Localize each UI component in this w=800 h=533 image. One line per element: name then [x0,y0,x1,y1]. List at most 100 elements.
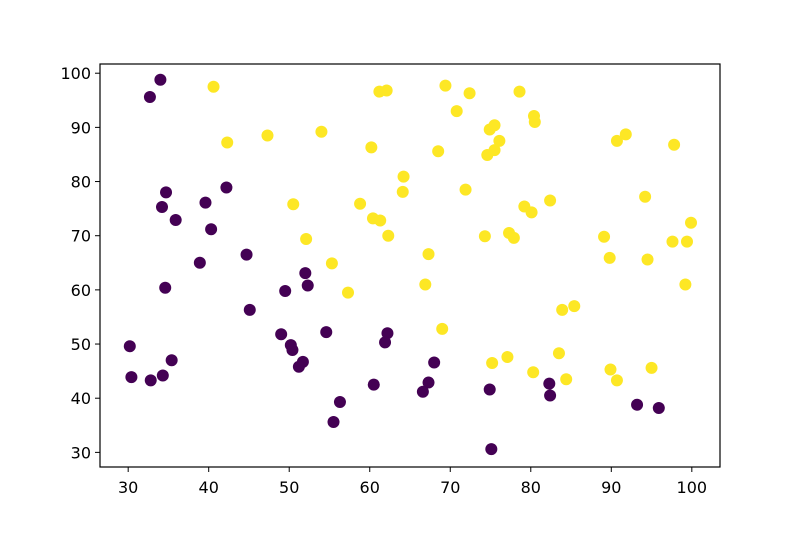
scatter-point-class-1-8 [450,105,463,118]
x-tick-label-90: 90 [601,478,621,497]
scatter-point-class-0-38 [652,401,665,414]
scatter-point-class-1-5 [513,85,526,98]
scatter-point-class-0-22 [165,354,178,367]
scatter-point-class-1-50 [556,303,569,316]
scatter-point-class-0-17 [286,344,299,356]
y-tick-label-90: 90 [71,118,91,137]
scatter-point-class-1-55 [527,366,540,379]
scatter-point-class-0-35 [333,396,346,408]
scatter-point-class-0-21 [123,340,136,353]
scatter-point-class-1-49 [568,300,581,313]
scatter-point-class-1-28 [374,214,387,227]
scatter-point-class-0-24 [292,360,305,373]
scatter-point-class-0-19 [381,327,394,340]
scatter-point-class-1-29 [382,229,395,242]
scatter-point-class-0-14 [243,303,256,316]
scatter-point-class-0-13 [279,284,292,297]
scatter-point-class-1-26 [354,197,367,210]
scatter-point-class-1-31 [478,230,491,243]
scatter-point-class-0-0 [154,73,167,86]
scatter-point-class-0-1 [143,91,156,104]
scatter-point-class-1-40 [680,235,693,248]
y-tick-label-60: 60 [71,281,91,300]
scatter-point-class-0-33 [543,377,556,390]
scatter-point-class-1-19 [610,134,623,147]
scatter-point-class-0-27 [144,374,157,387]
scatter-point-class-1-35 [525,206,538,219]
scatter-point-class-0-4 [156,201,168,213]
scatter-point-class-1-46 [342,286,354,299]
y-tick-label-80: 80 [71,173,91,192]
x-tick-label-40: 40 [199,478,219,497]
y-tick-label-30: 30 [71,443,91,462]
scatter-point-class-0-6 [169,214,182,226]
scatter-point-class-1-36 [544,194,557,207]
scatter-point-class-1-17 [365,141,378,154]
scatter-point-class-1-14 [315,125,328,138]
scatter-point-class-0-36 [327,416,340,429]
scatter-point-class-1-24 [459,183,472,196]
scatter-point-class-0-18 [320,326,333,339]
scatter-point-class-0-3 [160,186,173,199]
x-tick-label-70: 70 [440,478,460,497]
scatter-point-class-0-32 [483,383,496,396]
scatter-point-class-0-2 [220,181,233,194]
y-tick-label-50: 50 [71,335,91,354]
scatter-point-class-1-20 [619,128,632,141]
scatter-point-class-1-48 [679,278,692,291]
scatter-point-class-0-28 [156,369,169,382]
scatter-point-class-1-38 [598,230,611,243]
scatter-point-class-1-11 [493,134,506,147]
scatter-point-class-1-2 [380,84,393,97]
scatter-point-class-0-12 [301,279,314,292]
scatter-point-class-1-3 [439,79,452,92]
scatter-point-class-1-45 [325,257,338,270]
x-tick-label-50: 50 [279,478,299,497]
scatter-point-class-1-18 [432,145,445,158]
scatter-point-class-0-7 [205,223,218,236]
scatter-point-class-1-42 [422,248,435,261]
scatter-point-class-0-31 [416,385,429,398]
scatter-point-class-1-58 [610,374,623,387]
x-tick-label-30: 30 [118,478,138,497]
scatter-point-class-1-54 [501,351,514,364]
y-tick-label-40: 40 [71,389,91,408]
scatter-point-class-1-0 [207,80,220,93]
x-tick-label-80: 80 [521,478,541,497]
scatter-point-class-1-37 [639,190,652,203]
scatter-point-class-1-53 [486,357,499,369]
scatter-point-class-0-11 [299,267,312,280]
scatter-point-class-1-30 [300,232,313,245]
x-axis: 30 40 50 60 70 80 90 100 [118,467,707,497]
scatter-point-class-0-29 [367,378,380,391]
scatter-point-class-0-25 [428,356,441,369]
scatter-point-class-1-25 [287,198,300,211]
scatter-point-class-1-56 [560,373,573,386]
scatter-point-class-0-30 [422,376,435,389]
scatter-point-class-0-8 [240,248,253,261]
x-tick-label-100: 100 [677,478,708,497]
y-tick-label-100: 100 [60,64,91,83]
scatter-point-class-1-44 [641,253,654,266]
scatter-point-class-1-57 [604,363,617,376]
scatter-point-class-0-26 [125,371,138,384]
scatter-point-class-1-39 [666,235,679,248]
scatter-point-class-1-59 [645,361,658,374]
scatter-point-class-1-52 [552,347,565,360]
scatter-point-class-1-41 [685,216,698,229]
scatter-point-class-1-10 [488,119,501,132]
scatter-points [123,73,698,456]
scatter-point-class-1-23 [396,185,409,198]
scatter-point-class-1-15 [261,129,274,142]
scatter-point-class-1-43 [603,251,616,264]
scatter-point-class-0-9 [193,256,206,269]
scatter-point-class-1-22 [397,170,410,183]
scatter-point-class-1-21 [668,138,681,151]
scatter-point-class-1-33 [507,231,520,244]
scatter-point-class-1-13 [481,149,494,161]
scatter-point-class-0-5 [199,196,212,209]
scatter-point-class-0-37 [631,398,644,411]
plot-frame [99,63,721,468]
scatter-point-class-1-51 [436,322,449,335]
